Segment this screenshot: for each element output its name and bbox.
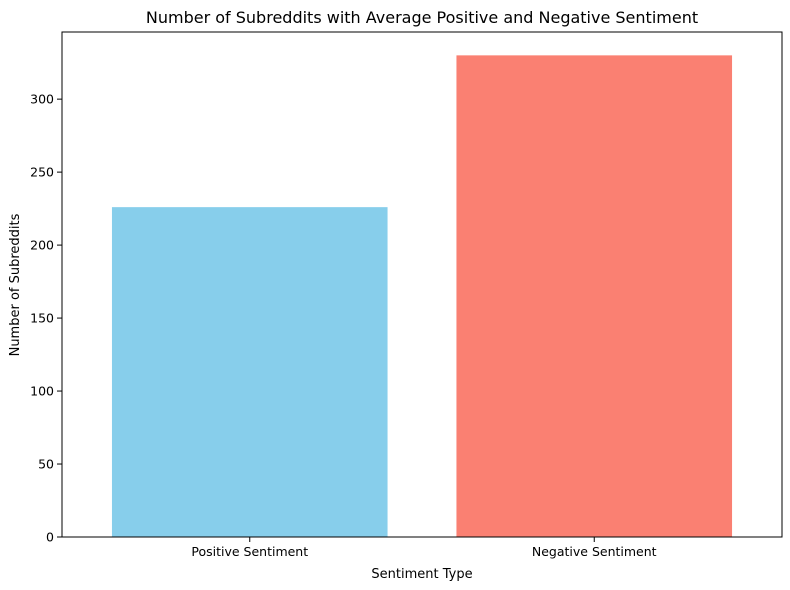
y-tick-label: 50 bbox=[38, 457, 54, 472]
y-axis-label: Number of Subreddits bbox=[8, 213, 23, 356]
y-tick-label: 300 bbox=[30, 92, 54, 107]
x-axis-label: Sentiment Type bbox=[371, 567, 472, 582]
x-tick-label: Positive Sentiment bbox=[191, 544, 308, 559]
bar-negative-sentiment bbox=[456, 55, 733, 537]
y-tick-label: 100 bbox=[30, 384, 54, 399]
bar-positive-sentiment bbox=[111, 207, 388, 537]
chart-title: Number of Subreddits with Average Positi… bbox=[146, 8, 698, 27]
bars-group bbox=[111, 55, 733, 537]
y-tick-label: 250 bbox=[30, 165, 54, 180]
y-tick-label: 0 bbox=[46, 530, 54, 545]
y-tick-label: 150 bbox=[30, 311, 54, 326]
y-tick-label: 200 bbox=[30, 238, 54, 253]
x-axis-ticks: Positive Sentiment Negative Sentiment bbox=[191, 537, 657, 559]
x-tick-label: Negative Sentiment bbox=[532, 544, 657, 559]
plot-frame bbox=[61, 31, 783, 538]
y-axis-ticks: 0 50 100 150 200 250 300 bbox=[30, 92, 62, 545]
